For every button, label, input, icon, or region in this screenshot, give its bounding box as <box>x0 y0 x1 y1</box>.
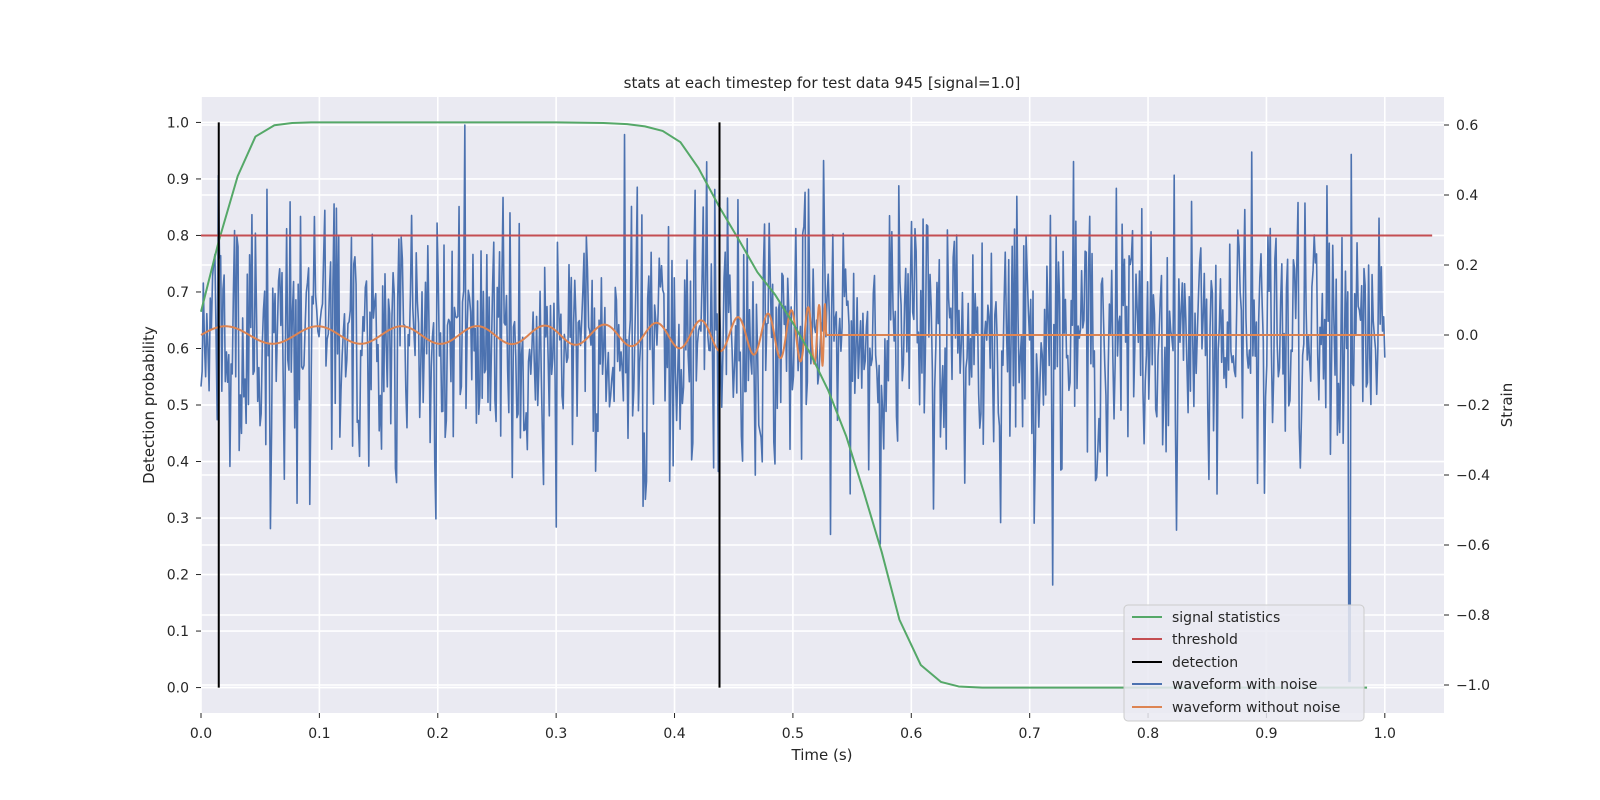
y-axis-label: Detection probability <box>140 326 158 484</box>
y-tick-label: 0.4 <box>167 455 189 471</box>
y2-tick-label: −0.6 <box>1456 538 1490 554</box>
y-tick-label: 1.0 <box>167 115 189 131</box>
y-tick-label: 0.7 <box>167 285 189 301</box>
x-tick-label: 0.1 <box>308 726 330 742</box>
x-tick-label: 1.0 <box>1374 726 1396 742</box>
y2-tick-label: 0.4 <box>1456 188 1478 204</box>
legend-label-detection: detection <box>1172 655 1238 671</box>
y2-tick-label: 0.6 <box>1456 118 1478 134</box>
series-layer <box>200 121 1433 689</box>
y2-tick-label: −1.0 <box>1456 678 1490 694</box>
y-tick-label: 0.1 <box>167 624 189 640</box>
y2-tick-label: −0.4 <box>1456 468 1490 484</box>
x-tick-label: 0.3 <box>545 726 567 742</box>
y2-tick-label: 0.0 <box>1456 328 1478 344</box>
x-tick-label: 0.6 <box>900 726 922 742</box>
y-tick-label: 0.5 <box>167 398 189 414</box>
x-tick-label: 0.9 <box>1255 726 1277 742</box>
y2-axis-label: Strain <box>1498 383 1516 427</box>
y-tick-label: 0.8 <box>167 228 189 244</box>
y-tick-label: 0.6 <box>167 341 189 357</box>
x-axis-label: Time (s) <box>791 746 853 764</box>
legend-box <box>1123 604 1365 722</box>
y2-tick-label: 0.2 <box>1456 258 1478 274</box>
y-tick-label: 0.2 <box>167 568 189 584</box>
x-tick-label: 0.2 <box>427 726 449 742</box>
legend-label-threshold: threshold <box>1172 632 1238 648</box>
x-tick-label: 0.8 <box>1137 726 1159 742</box>
y-tick-label: 0.9 <box>167 172 189 188</box>
series-signal-statistics <box>200 121 1368 689</box>
x-tick-label: 0.0 <box>190 726 212 742</box>
y-tick-label: 0.0 <box>167 681 189 697</box>
x-tick-label: 0.5 <box>782 726 804 742</box>
series-waveform-with-noise <box>200 124 1386 683</box>
series-waveform-without-noise <box>200 303 1386 367</box>
y2-tick-label: −0.2 <box>1456 398 1490 414</box>
legend-label-waveform-without-noise: waveform without noise <box>1172 700 1340 716</box>
x-tick-label: 0.4 <box>663 726 685 742</box>
legend: signal statistics threshold detection wa… <box>1123 604 1365 722</box>
y2-tick-label: −0.8 <box>1456 608 1490 624</box>
x-tick-label: 0.7 <box>1019 726 1041 742</box>
legend-label-signal-statistics: signal statistics <box>1172 610 1280 626</box>
chart-title: stats at each timestep for test data 945… <box>624 74 1021 92</box>
axes: 0.0 0.1 0.2 0.3 0.4 0.5 0.6 0.7 0.8 0.9 1.0 0.0 0.1 0… <box>167 115 1490 742</box>
y-tick-label: 0.3 <box>167 511 189 527</box>
legend-label-waveform-with-noise: waveform with noise <box>1172 677 1317 693</box>
